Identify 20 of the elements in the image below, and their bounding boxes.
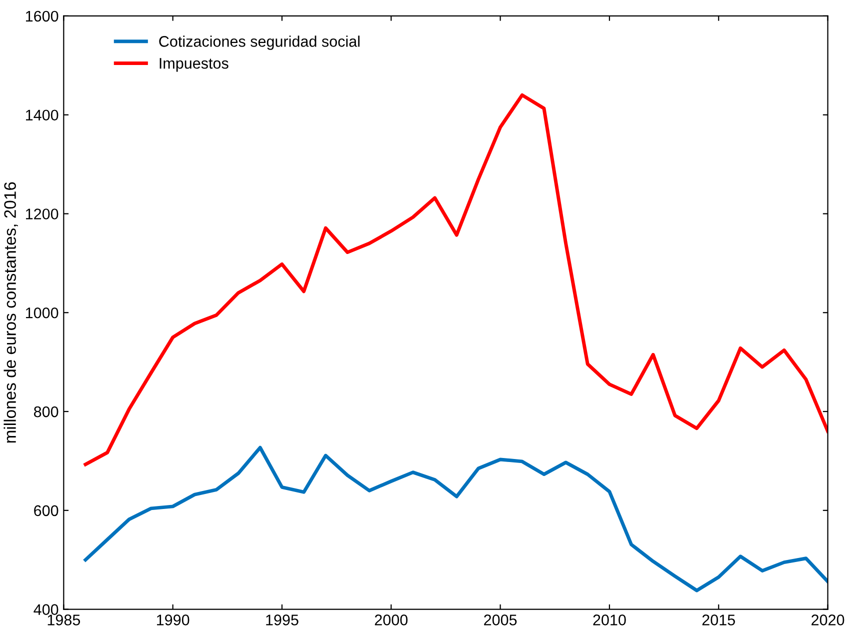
- y-tick-label: 600: [34, 505, 58, 516]
- y-tick-label: 1200: [26, 208, 58, 220]
- line-series: [84, 93, 828, 466]
- x-tick-label: 2015: [702, 614, 735, 626]
- line-series: [84, 446, 828, 592]
- x-tick-label: 2020: [812, 614, 844, 626]
- y-tick-label: 400: [34, 604, 58, 615]
- x-tick-label: 1995: [266, 614, 298, 626]
- x-tick-label: 1985: [48, 614, 80, 626]
- x-tick-label: 2000: [374, 614, 408, 626]
- y-tick-label: 800: [34, 406, 58, 418]
- y-axis-title: millones de euros constantes, 2016: [4, 182, 18, 443]
- x-tick-label: 2010: [593, 614, 626, 626]
- y-tick-label: 1600: [26, 10, 58, 22]
- x-tick-label: 2005: [484, 614, 517, 626]
- y-tick-label: 1000: [26, 307, 58, 318]
- legend-label: Impuestos: [160, 58, 228, 72]
- legend-label: Cotizaciones seguridad social: [159, 36, 360, 50]
- y-tick-label: 1400: [26, 110, 58, 121]
- x-tick-label: 1990: [157, 614, 190, 626]
